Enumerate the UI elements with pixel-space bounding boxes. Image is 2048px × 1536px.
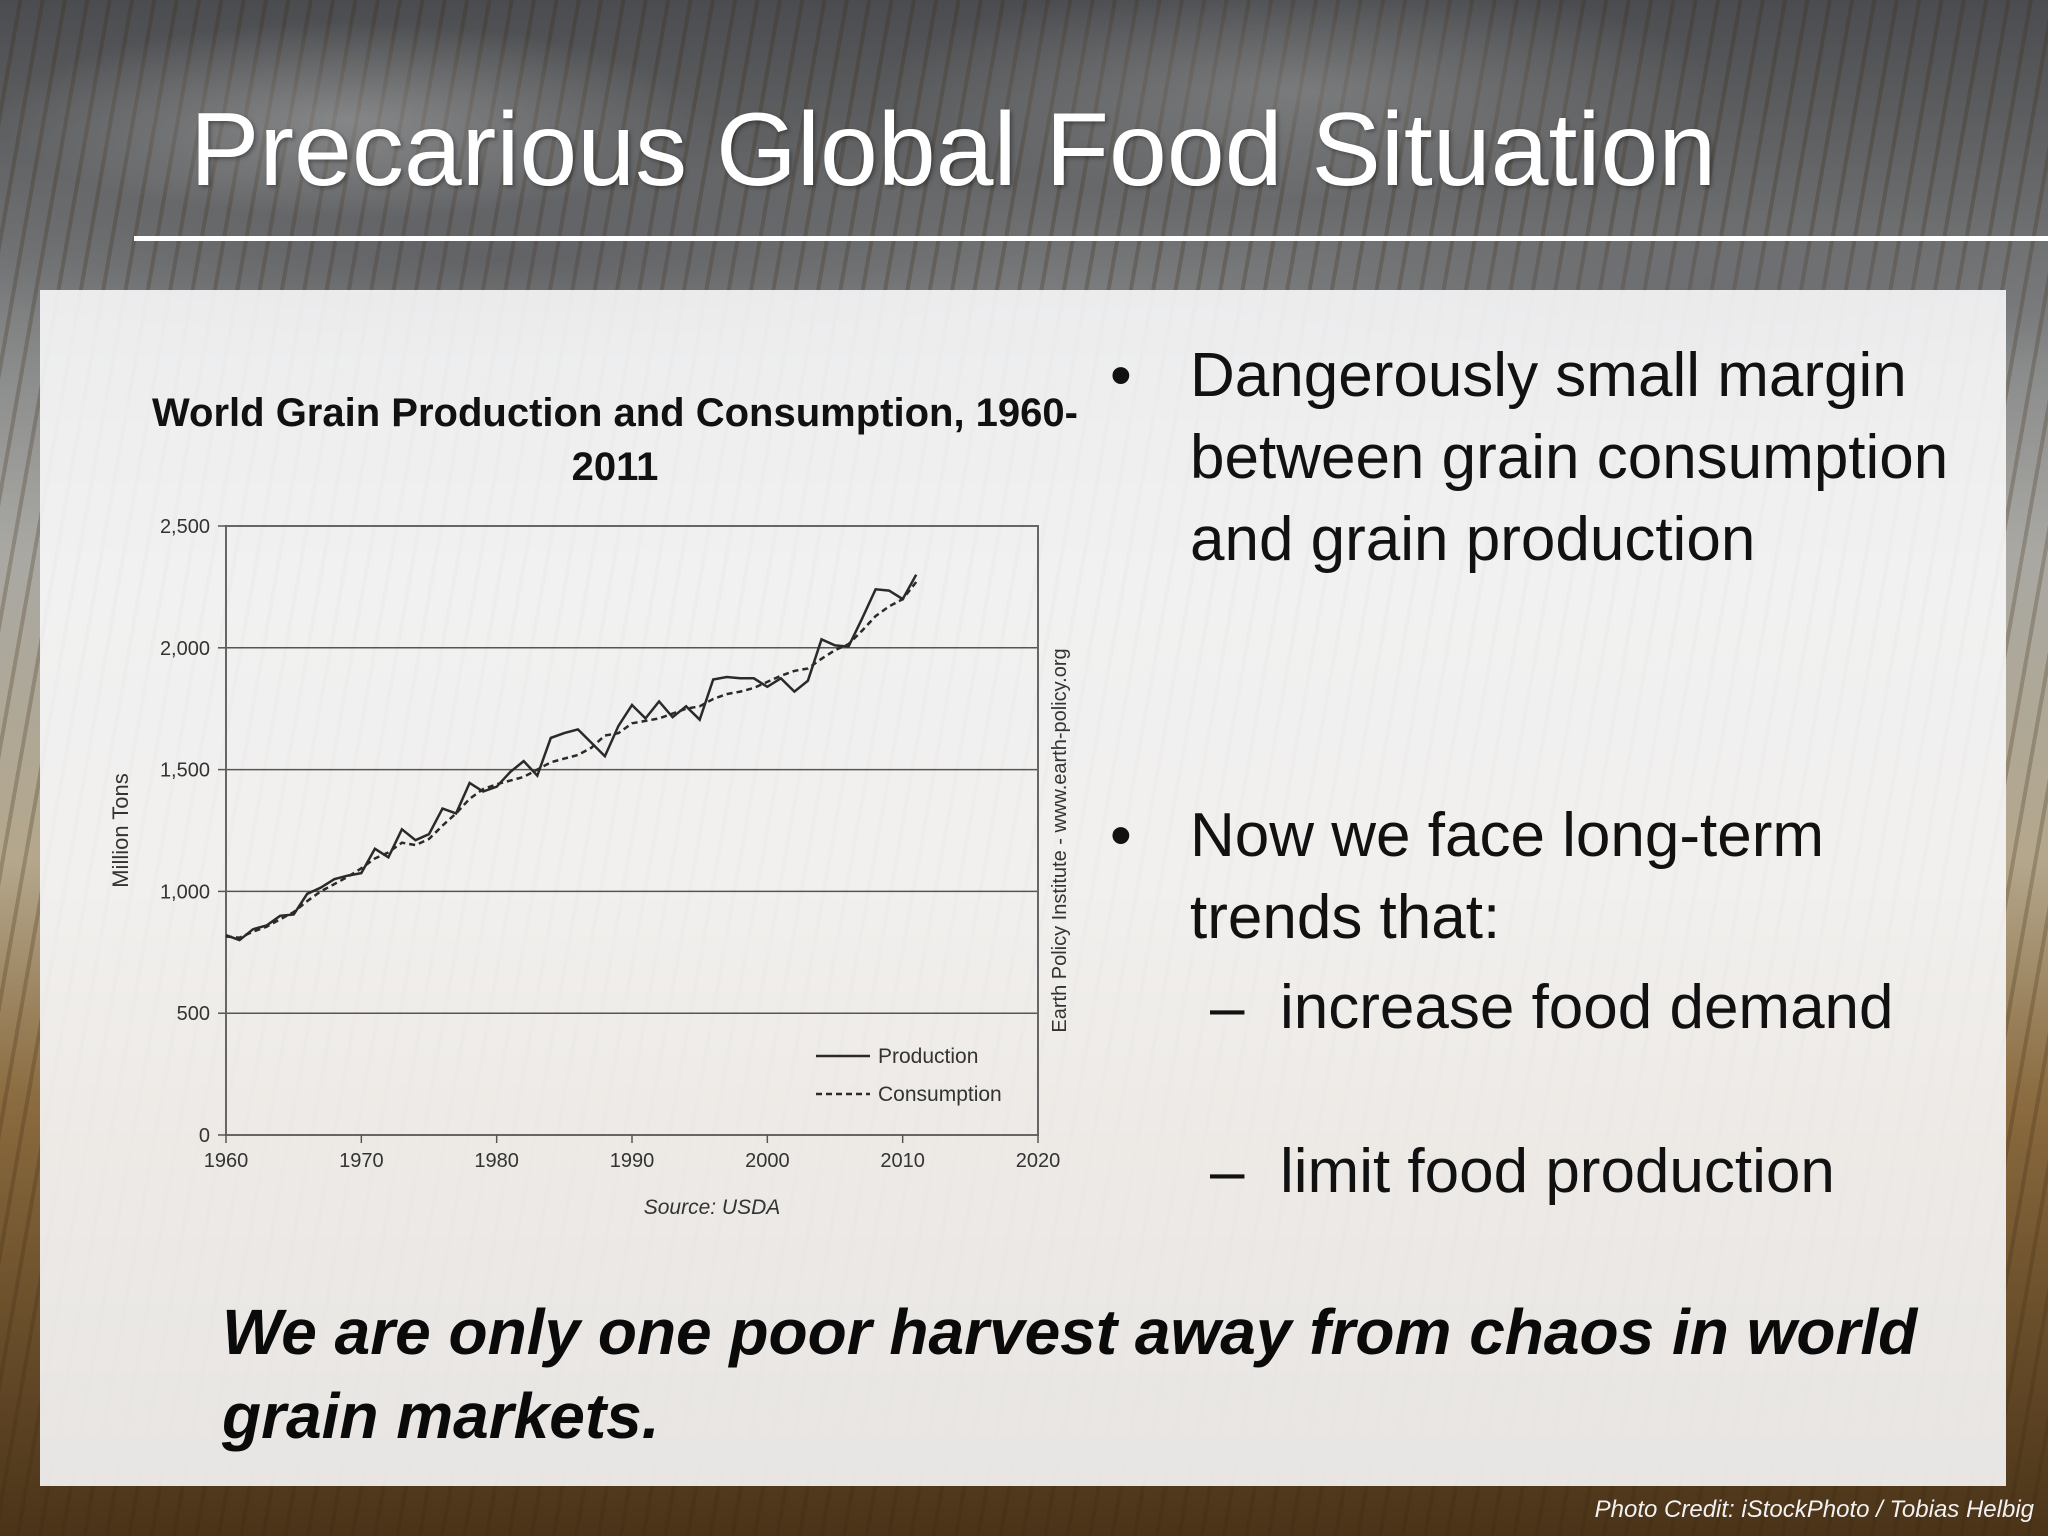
bullet-marker: • bbox=[1110, 801, 1132, 870]
sub-bullet-marker: – bbox=[1210, 973, 1245, 1042]
x-tick-label: 1980 bbox=[474, 1150, 518, 1172]
y-tick-label: 500 bbox=[177, 1003, 210, 1025]
sub-bullet-marker: – bbox=[1210, 1137, 1245, 1206]
y-tick-label: 1,500 bbox=[160, 760, 210, 782]
y-tick-labels: 0 500 1,000 1,500 2,000 2,500 bbox=[160, 516, 226, 1147]
legend-label-production: Production bbox=[878, 1045, 978, 1068]
x-tick-labels: 1960 1970 1980 1990 2000 2010 2020 bbox=[204, 1135, 1061, 1172]
sub-bullet-text: increase food demand bbox=[1280, 973, 1894, 1042]
x-tick-label: 1960 bbox=[204, 1150, 249, 1172]
series-production-line bbox=[225, 574, 918, 942]
content-panel bbox=[40, 290, 2006, 1486]
x-tick-label: 1990 bbox=[610, 1150, 655, 1172]
grain-chart: 0 500 1,000 1,500 2,000 2,500 1960 1970 1980 199… bbox=[108, 516, 1071, 1219]
title-divider bbox=[134, 236, 2048, 241]
chart-gridlines bbox=[226, 647, 1038, 1014]
x-tick-label: 2000 bbox=[745, 1150, 790, 1172]
y-tick-label: 2,000 bbox=[160, 638, 210, 660]
y-tick-label: 1,000 bbox=[160, 881, 210, 903]
bullet-text: Now we face long-term trends that: bbox=[1190, 801, 1825, 952]
chart-title: World Grain Production and Consumption, … bbox=[152, 391, 1078, 489]
x-tick-label: 2010 bbox=[880, 1150, 925, 1172]
chart-credit: Earth Policy Institute - www.earth-polic… bbox=[1049, 648, 1071, 1032]
bullet-text: Dangerously small margin between grain c… bbox=[1190, 341, 1949, 574]
y-axis-label: Million Tons bbox=[108, 773, 133, 888]
slide-title: Precarious Global Food Situation bbox=[190, 92, 1717, 208]
sub-bullet-text: limit food production bbox=[1280, 1137, 1835, 1206]
chart-legend: Production Consumption bbox=[816, 1045, 1002, 1106]
chart-source: Source: USDA bbox=[644, 1196, 781, 1219]
key-message: We are only one poor harvest away from c… bbox=[222, 1296, 1918, 1452]
x-tick-label: 1970 bbox=[339, 1150, 384, 1172]
x-tick-label: 2020 bbox=[1016, 1150, 1061, 1172]
legend-label-consumption: Consumption bbox=[878, 1083, 1002, 1106]
series-consumption-line bbox=[225, 581, 918, 939]
photo-credit: Photo Credit: iStockPhoto / Tobias Helbi… bbox=[1594, 1496, 2034, 1523]
y-tick-label: 0 bbox=[199, 1125, 210, 1147]
plot-frame bbox=[225, 525, 1039, 1136]
bullet-marker: • bbox=[1110, 341, 1132, 410]
y-tick-label: 2,500 bbox=[160, 516, 210, 538]
